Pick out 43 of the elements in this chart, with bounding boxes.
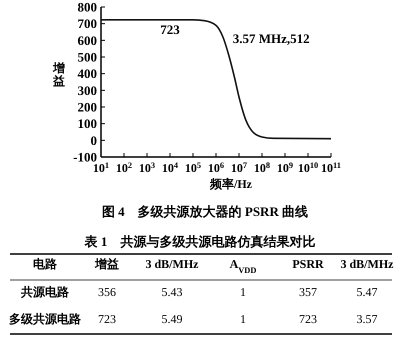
text: 356 (98, 285, 116, 299)
y-tick-label: 500 (78, 50, 97, 65)
x-axis-title: 频率/Hz (209, 177, 253, 191)
text: 5.43 (162, 285, 182, 299)
x-tick-label: 10$^{6}$ (208, 160, 224, 175)
text: 5.47 (356, 285, 378, 299)
y-tick-label: 700 (78, 16, 97, 32)
x-tick-label: 10$^{2}$ (116, 160, 132, 175)
text: 表 1 共源与多级共源电路仿真结果对比 (84, 234, 316, 249)
x-tick-label: 10$^{11}$ (321, 160, 341, 175)
text: 3.57 (356, 312, 378, 326)
x-tick-label: 10$^{7}$ (230, 160, 248, 175)
x-tick-label: 10$^{4}$ (162, 160, 179, 175)
x-tick-label: 10$^{5}$ (184, 160, 202, 175)
text: 723 (299, 312, 317, 326)
annotation: 3.57 MHz,512 (232, 31, 310, 46)
y-tick-label: 300 (78, 82, 97, 98)
text: PSRR (292, 257, 324, 271)
text: 图 4 多级共源放大器的 PSRR 曲线 (102, 204, 308, 219)
y-tick-label: 400 (78, 66, 97, 82)
y-tick-label: 200 (78, 100, 97, 115)
x-tick-label: 10$^{9}$ (276, 160, 294, 175)
text: 1 (240, 285, 246, 299)
text: 357 (299, 285, 317, 299)
text: 增益 (94, 257, 119, 271)
text: 多级共源电路 (9, 312, 82, 326)
y-tick-label: 100 (78, 116, 97, 132)
text: 1 (240, 312, 246, 326)
text: 3 dB/MHz (340, 257, 394, 271)
text: A$_{VDD}$ (230, 257, 256, 274)
y-axis-title: 增益 (52, 61, 65, 88)
text: 共源电路 (20, 285, 70, 299)
text: 3 dB/MHz (146, 257, 200, 271)
y-tick-label: 800 (78, 0, 97, 15)
x-tick-label: 10$^{3}$ (138, 160, 156, 175)
x-tick-label: 10$^{8}$ (254, 160, 270, 175)
y-tick-label: 600 (78, 32, 97, 48)
x-tick-label: 10$^{10}$ (298, 160, 318, 175)
y-tick-label: 0 (90, 132, 97, 148)
text: 电路 (33, 257, 58, 271)
text: 5.49 (162, 312, 182, 326)
annotation: 723 (160, 22, 180, 37)
text: 723 (98, 312, 116, 326)
